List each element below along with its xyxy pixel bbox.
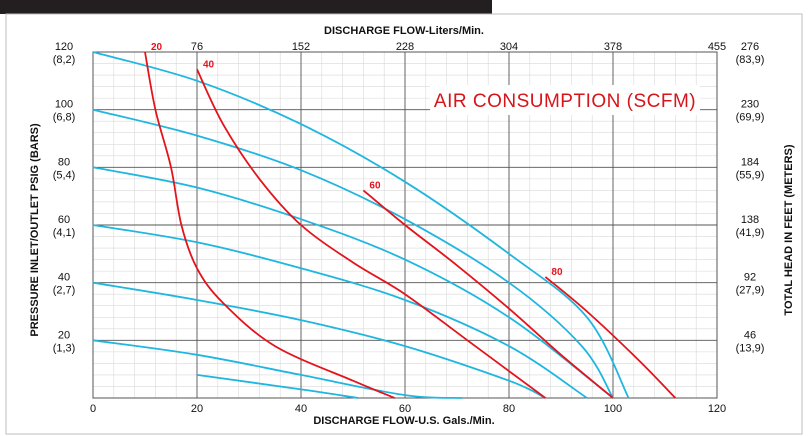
- air-consumption-curve: [144, 51, 395, 399]
- x-axis-title: DISCHARGE FLOW-U.S. Gals./Min.: [313, 415, 494, 427]
- air-consumption-label: 80: [551, 267, 563, 278]
- x2-tick-label: 152: [292, 41, 310, 53]
- x2-tick-label: 378: [604, 41, 622, 53]
- y-tick-sublabel: (2,7): [53, 285, 76, 297]
- x-tick-label: 20: [191, 403, 203, 415]
- y2-tick-sublabel: (83,9): [736, 54, 765, 66]
- y-tick-sublabel: (6,8): [53, 112, 76, 124]
- air-consumption-label: 20: [151, 42, 163, 53]
- y2-tick-label: 276: [741, 41, 759, 53]
- pressure-curves: [92, 51, 630, 399]
- y2-tick-label: 184: [741, 156, 759, 168]
- y-tick-label: 40: [58, 272, 70, 284]
- y-tick-label: 100: [55, 99, 73, 111]
- y2-tick-sublabel: (41,9): [736, 227, 765, 239]
- top-dark-band: [0, 0, 492, 14]
- y-tick-label: 120: [55, 41, 73, 53]
- y-tick-label: 20: [58, 329, 70, 341]
- air-consumption-labels: 20 40 60 80: [151, 42, 563, 278]
- x-tick-label: 100: [604, 403, 622, 415]
- air-consumption-curve: [196, 68, 546, 399]
- x2-tick-label: 76: [191, 41, 203, 53]
- x2-tick-label: 455: [708, 41, 726, 53]
- x-tick-label: 120: [708, 403, 726, 415]
- pressure-curve: [92, 339, 463, 399]
- air-consumption-label: 40: [203, 59, 215, 70]
- y2-tick-label: 230: [741, 99, 759, 111]
- y-tick-sublabel: (5,4): [53, 169, 76, 181]
- pressure-curve: [92, 224, 588, 399]
- air-consumption-curve: [544, 276, 677, 399]
- y2-axis-title: TOTAL HEAD IN FEET (METERS): [783, 144, 795, 315]
- y-tick-sublabel: (4,1): [53, 227, 76, 239]
- y-tick-labels: 120(8,2) 100(6,8) 80(5,4) 60(4,1) 40(2,7) 20(…: [53, 41, 76, 354]
- x2-tick-label: 304: [500, 41, 518, 53]
- pressure-curve: [92, 51, 630, 399]
- x-tick-label: 60: [399, 403, 411, 415]
- title-box: [430, 85, 700, 115]
- x2-tick-labels: 76 152 228 304 378 455: [191, 41, 726, 53]
- y2-tick-sublabel: (13,9): [736, 342, 765, 354]
- chart-title: AIR CONSUMPTION (SCFM): [434, 91, 696, 112]
- x-tick-label: 80: [503, 403, 515, 415]
- y-tick-label: 60: [58, 214, 70, 226]
- x-tick-label: 40: [295, 403, 307, 415]
- y2-tick-sublabel: (69,9): [736, 112, 765, 124]
- air-consumption-label: 60: [369, 180, 381, 191]
- y-axis-title: PRESSURE INLET/OUTLET PSIG (BARS): [29, 123, 41, 337]
- y2-tick-label: 46: [744, 329, 756, 341]
- x2-axis-title: DISCHARGE FLOW-Liters/Min.: [324, 25, 484, 37]
- y-tick-label: 80: [58, 156, 70, 168]
- y2-tick-label: 138: [741, 214, 759, 226]
- y2-tick-sublabel: (27,9): [736, 285, 765, 297]
- air-consumption-curves: [144, 51, 677, 399]
- pressure-curve: [92, 281, 546, 399]
- y2-tick-sublabel: (55,9): [736, 169, 765, 181]
- x2-tick-label: 228: [396, 41, 414, 53]
- y-tick-sublabel: (8,2): [53, 54, 76, 66]
- x-tick-labels: 0 20 40 60 80 100 120: [90, 403, 726, 415]
- pressure-curve: [92, 108, 614, 399]
- pressure-curve: [92, 166, 614, 399]
- y2-tick-labels: 276(83,9) 230(69,9) 184(55,9) 138(41,9) 92(2…: [736, 41, 765, 354]
- y2-tick-label: 92: [744, 272, 756, 284]
- air-consumption-curve: [362, 189, 614, 399]
- x-tick-label: 0: [90, 403, 96, 415]
- pressure-curve: [196, 374, 359, 399]
- y-tick-sublabel: (1,3): [53, 342, 76, 354]
